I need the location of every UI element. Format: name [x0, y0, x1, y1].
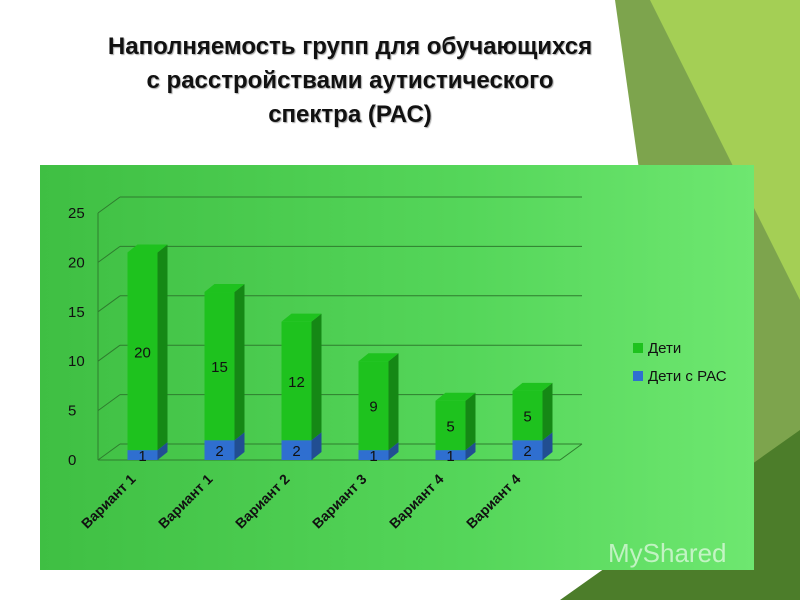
- bar-side-1-2: [311, 313, 322, 441]
- bar-top-1-1: [204, 284, 245, 293]
- bar-1-1: [204, 292, 235, 441]
- grid-diagonal-5: [97, 196, 121, 214]
- floor-edge: [559, 443, 583, 461]
- bar-top-1-4: [435, 392, 476, 401]
- data-label-1-5: 5: [523, 409, 531, 426]
- bar-1-0: [127, 252, 158, 451]
- bar-side-0-1: [234, 432, 245, 460]
- bar-top-1-0: [127, 244, 168, 253]
- category-label-4: Вариант 4: [386, 471, 447, 532]
- category-label-5: Вариант 4: [463, 471, 524, 532]
- bar-1-2: [281, 321, 312, 441]
- bar-1-3: [358, 361, 389, 451]
- data-label-1-1: 15: [211, 359, 228, 376]
- category-label-3: Вариант 3: [309, 471, 370, 532]
- category-label-1: Вариант 1: [155, 471, 216, 532]
- bar-0-3: [358, 450, 389, 460]
- bar-side-0-4: [465, 442, 476, 460]
- data-label-0-0: 1: [138, 448, 146, 465]
- bar-0-4: [435, 450, 466, 460]
- data-label-0-1: 2: [215, 443, 223, 460]
- grid-diagonal-2: [97, 344, 121, 362]
- data-label-1-3: 9: [369, 399, 377, 416]
- watermark-text: MyShared: [608, 538, 727, 568]
- y-tick-label-4: 20: [68, 254, 85, 271]
- grid-diagonal-0: [97, 443, 121, 461]
- watermark: MyShared: [608, 538, 727, 569]
- legend-label-1: Дети с РАС: [648, 368, 727, 385]
- data-label-0-4: 1: [446, 448, 454, 465]
- data-label-1-4: 5: [446, 418, 454, 435]
- bar-1-4: [435, 400, 466, 451]
- y-tick-label-1: 5: [68, 403, 76, 420]
- bar-side-0-2: [311, 432, 322, 460]
- bar-side-1-1: [234, 284, 245, 441]
- bar-side-0-3: [388, 442, 399, 460]
- bar-top-1-5: [512, 382, 553, 391]
- y-tick-label-0: 0: [68, 452, 76, 469]
- chart-panel: 0 5 10 15 20 25 1 20 Вариант 1 2 15 Вариант 1 2 12 Вар…: [40, 165, 754, 570]
- legend-label-0: Дети: [648, 340, 681, 357]
- slide-title: Наполняемость групп для обучающихся с ра…: [30, 30, 670, 132]
- data-label-0-2: 2: [292, 443, 300, 460]
- bar-side-1-0: [157, 244, 168, 451]
- bar-0-1: [204, 440, 235, 460]
- bar-top-1-2: [281, 313, 322, 322]
- y-tick-label-3: 15: [68, 304, 85, 321]
- title-line-1: Наполняемость групп для обучающихся: [107, 33, 593, 60]
- grid-diagonal-1: [97, 394, 121, 412]
- grid-diagonal-4: [97, 245, 121, 263]
- deco-shape-right-light: [650, 0, 800, 300]
- legend-swatch-0: [633, 343, 643, 353]
- data-label-1-2: 12: [288, 374, 305, 391]
- bar-1-5: [512, 390, 543, 441]
- grid-diagonal-3: [97, 295, 121, 313]
- bar-side-1-5: [542, 382, 553, 441]
- y-tick-label-2: 10: [68, 353, 85, 370]
- category-label-0: Вариант 1: [78, 471, 139, 532]
- title-line-2: с расстройствами аутистического: [146, 67, 554, 94]
- data-label-0-5: 2: [523, 443, 531, 460]
- bar-0-2: [281, 440, 312, 460]
- bar-side-0-5: [542, 432, 553, 460]
- bar-side-0-0: [157, 442, 168, 460]
- data-label-0-3: 1: [369, 448, 377, 465]
- bar-side-1-4: [465, 392, 476, 451]
- bar-0-5: [512, 440, 543, 460]
- bar-side-1-3: [388, 353, 399, 451]
- y-tick-label-5: 25: [68, 205, 85, 222]
- category-label-2: Вариант 2: [232, 471, 293, 532]
- data-label-1-0: 20: [134, 344, 151, 361]
- bar-top-1-3: [358, 353, 399, 362]
- legend-swatch-1: [633, 371, 643, 381]
- bar-0-0: [127, 450, 158, 460]
- title-line-3: спектра (РАС): [268, 101, 432, 128]
